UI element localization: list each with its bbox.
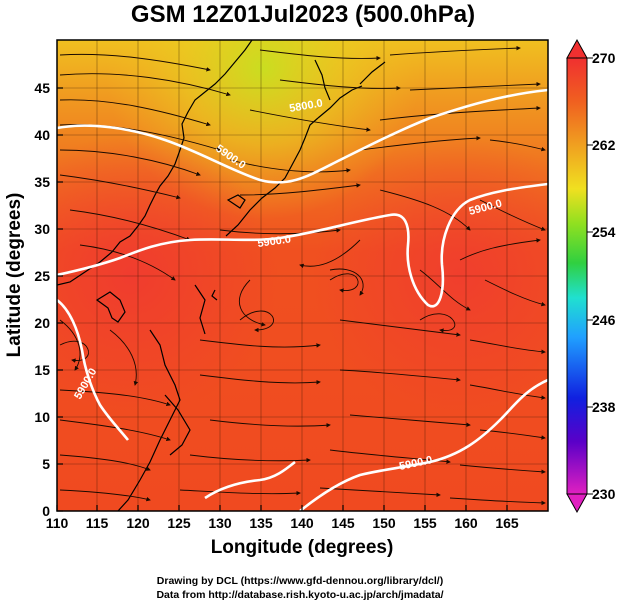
colorbar-top-triangle — [566, 38, 588, 59]
colorbar-scale — [566, 57, 588, 495]
plot-area: 5900.0 5900.0 5900.0 5900.0 5800.0 5900.… — [57, 40, 548, 511]
y-axis-title: Latitude (degrees) — [4, 193, 25, 358]
y-axis: 0 5 10 15 20 25 30 35 40 45 Latitude (de… — [4, 80, 63, 519]
x-tick-label: 115 — [86, 515, 109, 531]
x-axis-title: Longitude (degrees) — [211, 537, 394, 558]
x-tick-label: 150 — [372, 515, 396, 531]
x-axis: 110 115 120 125 130 135 140 145 150 155 … — [46, 505, 519, 558]
x-tick-label: 125 — [167, 515, 191, 531]
x-tick-label: 145 — [331, 515, 355, 531]
height-contours — [57, 88, 548, 511]
y-tick-label: 15 — [34, 362, 50, 378]
colorbar-label: 262 — [592, 137, 616, 153]
coastlines — [57, 40, 386, 511]
colorbar-ticks — [587, 57, 593, 495]
colorbar-bottom-triangle — [566, 493, 588, 514]
colorbar-label: 238 — [592, 399, 616, 415]
colorbar: 230 238 246 254 262 270 — [566, 38, 616, 514]
y-tick-label: 0 — [42, 503, 50, 519]
x-tick-label: 155 — [413, 515, 437, 531]
x-tick-label: 120 — [126, 515, 150, 531]
x-ticks — [56, 505, 508, 511]
y-tick-label: 30 — [34, 221, 50, 237]
y-tick-label: 40 — [34, 127, 50, 143]
x-tick-label: 130 — [208, 515, 232, 531]
y-tick-label: 10 — [34, 409, 50, 425]
x-tick-label: 110 — [46, 515, 69, 531]
y-tick-label: 5 — [42, 456, 50, 472]
x-tick-label: 160 — [454, 515, 478, 531]
y-tick-label: 35 — [34, 174, 50, 190]
colorbar-label: 246 — [592, 312, 616, 328]
page-title: GSM 12Z01Jul2023 (500.0hPa) — [131, 1, 475, 28]
contour-label: 5900.0 — [257, 233, 292, 250]
y-ticks — [57, 87, 63, 512]
x-tick-label: 135 — [249, 515, 273, 531]
colorbar-label: 270 — [592, 50, 616, 66]
credit-line-data: Data from http://database.rish.kyoto-u.a… — [156, 589, 443, 601]
colorbar-label: 254 — [592, 224, 616, 240]
colorbar-label: 230 — [592, 486, 616, 502]
wind-streamlines — [59, 45, 546, 506]
x-tick-label: 140 — [290, 515, 314, 531]
y-tick-label: 20 — [34, 315, 50, 331]
y-tick-label: 25 — [34, 268, 50, 284]
y-tick-label: 45 — [34, 80, 50, 96]
credit-line-drawing: Drawing by DCL (https://www.gfd-dennou.o… — [157, 575, 443, 587]
x-tick-label: 165 — [495, 515, 519, 531]
contour-label: 5800.0 — [288, 97, 323, 115]
